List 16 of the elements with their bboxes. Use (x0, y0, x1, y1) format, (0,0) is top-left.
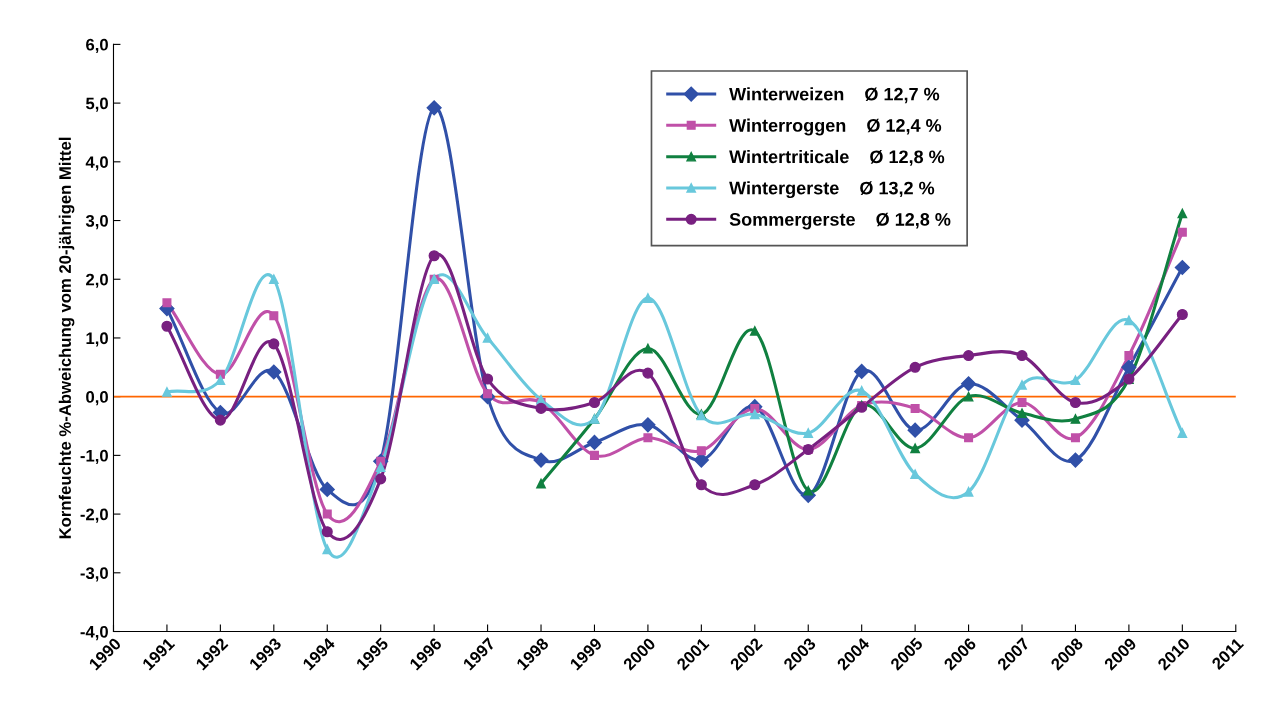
y-tick-label: 0,0 (86, 391, 108, 406)
y-tick-label: 5,0 (85, 97, 108, 112)
legend-label: Wintertriticale Ø 12,8 % (729, 149, 945, 166)
y-tick-label: 2,0 (86, 273, 108, 288)
y-tick-label: -1,0 (80, 449, 108, 464)
legend-label: Winterroggen Ø 12,4 % (729, 118, 942, 136)
legend-label: Wintergerste Ø 13,2 % (729, 181, 935, 199)
y-tick-label: -2,0 (80, 508, 108, 523)
y-tick-label: 1,0 (86, 332, 108, 347)
y-tick-label: 4,0 (85, 156, 108, 171)
y-tick-label: 6,0 (86, 38, 108, 54)
y-tick-label: 3,0 (85, 214, 108, 230)
legend-label: Sommergerste Ø 12,8 % (729, 212, 951, 230)
legend-label: Winterweizen Ø 12,7 % (729, 87, 940, 104)
y-axis-title: Kornfeuchte %-Abweichung vom 20-jährigen Mittel (58, 137, 75, 539)
y-tick-label: -3,0 (80, 567, 108, 582)
